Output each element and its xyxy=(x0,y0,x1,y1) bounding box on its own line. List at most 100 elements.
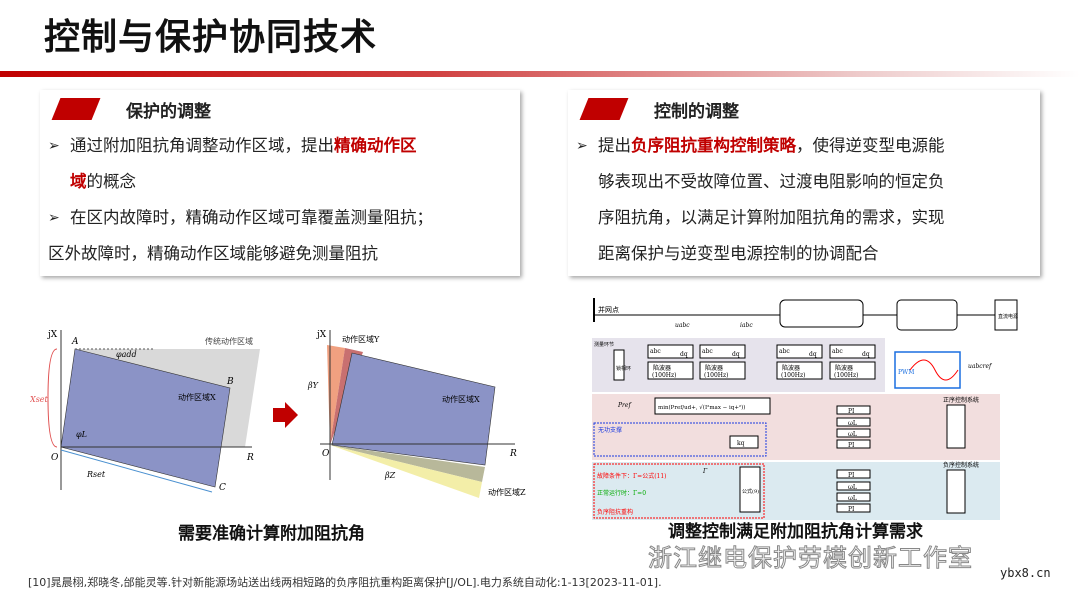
watermark: 浙江继电保护劳模创新工作室 xyxy=(648,544,973,573)
text: 提出 xyxy=(598,136,631,155)
arrow-bullet-icon: ➢ xyxy=(576,138,588,154)
neg-recon-frame xyxy=(593,463,765,519)
label: dq xyxy=(862,351,870,358)
label: O xyxy=(51,453,59,463)
label: PI xyxy=(848,472,855,479)
label: 负序阻抗重构 xyxy=(597,508,633,516)
pi-blocks: PI ωL ωL PI PI ωL ωL PI xyxy=(836,405,871,513)
section-heading: 控制的调整 xyxy=(654,101,739,122)
label: βZ xyxy=(384,471,396,480)
bullet-item: ➢ 在区内故障时，精确动作区域可靠覆盖测量阻抗； 区外故障时，精确动作区域能够避免测… xyxy=(48,200,433,272)
label: uabc xyxy=(675,322,690,329)
label: PI xyxy=(848,506,855,513)
label: φL xyxy=(76,430,87,439)
protection-adjust-card: 保护的调整 ➢ 通过附加阻抗角调整动作区域，提出精确动作区 域的概念 ➢ 在区内故障时… xyxy=(40,90,520,276)
arrow-right-icon xyxy=(273,402,298,428)
label: 陷波器 xyxy=(705,364,723,372)
label: 负序控制系统 xyxy=(943,461,979,469)
label: dq xyxy=(732,351,740,358)
label: 正常运行时：Γ=0 xyxy=(597,489,646,497)
rset-brace xyxy=(60,449,213,493)
label: abc xyxy=(650,348,661,355)
label: dq xyxy=(809,351,817,358)
min-block xyxy=(654,397,771,415)
label: iabc xyxy=(740,322,753,329)
dc-source-block xyxy=(994,299,1018,331)
label: 直流电源 xyxy=(998,313,1018,320)
site-watermark: ybx8.cn xyxy=(1000,566,1051,580)
text: 序阻抗角，以满足计算附加阻抗角的需求，实现 xyxy=(598,208,945,227)
label: (100Hz) xyxy=(781,372,806,379)
text: ，使得逆变型电源能 xyxy=(796,136,945,155)
abc-dq-block xyxy=(946,469,966,514)
label: Pref xyxy=(617,402,632,409)
sine-wave-icon xyxy=(909,359,959,381)
reactive-support-frame xyxy=(593,422,767,457)
highlight: 精确动作区 xyxy=(334,136,417,155)
label: φadd xyxy=(116,350,137,359)
left-figure-caption: 需要准确计算附加阻抗角 xyxy=(178,524,365,544)
gain-block xyxy=(729,435,759,449)
label: PWM xyxy=(898,369,914,376)
section-marker-icon xyxy=(579,98,629,120)
zone-z-inner xyxy=(330,445,485,482)
label: 并网点 xyxy=(598,305,619,314)
right-figure-caption: 调整控制满足附加阻抗角计算需求 xyxy=(668,522,923,542)
zone-x xyxy=(331,352,496,466)
title-divider xyxy=(0,71,1080,77)
section-heading: 保护的调整 xyxy=(126,101,211,122)
positive-seq-band xyxy=(592,394,1000,460)
label: 动作区域Y xyxy=(342,334,380,344)
label: abc xyxy=(832,348,843,355)
xset-brace xyxy=(47,348,58,448)
section-marker-icon xyxy=(51,98,101,120)
label: R xyxy=(246,453,254,463)
label: 陷波器 xyxy=(653,364,671,372)
label: (100Hz) xyxy=(834,372,859,379)
label: R xyxy=(509,449,517,459)
label: (100Hz) xyxy=(704,372,729,379)
negative-seq-band xyxy=(592,462,1000,520)
text: 区外故障时，精确动作区域能够避免测量阻抗 xyxy=(48,244,378,263)
label: 测量环节 xyxy=(594,341,614,348)
label: ωL xyxy=(848,420,857,427)
label: jX xyxy=(316,330,327,340)
label: 无功支撑 xyxy=(598,426,622,434)
highlight: 域 xyxy=(70,172,87,191)
highlight: 负序阻抗重构控制策略 xyxy=(631,136,796,155)
transform-blocks: abc dq 陷波器(100Hz) abc dq 陷波器(100Hz) abc dq … xyxy=(647,344,876,380)
label: 正序控制系统 xyxy=(943,396,979,404)
label: 锁相环 xyxy=(616,365,631,372)
label: abc xyxy=(702,348,713,355)
inverter-block xyxy=(896,299,958,331)
label: 公式(9) xyxy=(742,488,759,495)
label: C xyxy=(219,483,226,493)
arrow-bullet-icon: ➢ xyxy=(48,138,60,154)
action-zone-figure: jX A B C O R φadd φL Xset Rset 传统动作区域 动作… xyxy=(30,330,526,498)
label: 陷波器 xyxy=(835,364,853,372)
zone-x xyxy=(60,348,231,488)
label: Rset xyxy=(86,470,106,479)
label: 动作区域X xyxy=(178,392,216,402)
text: 的概念 xyxy=(86,172,137,191)
label: Xset xyxy=(30,395,49,404)
text: 够表现出不受故障位置、过渡电阻影响的恒定负 xyxy=(598,172,945,191)
page-title: 控制与保护协同技术 xyxy=(44,17,378,58)
reference-footnote: [10]晁晨栩,郑晓冬,邰能灵等.针对新能源场站送出线两相短路的负序阻抗重构距离… xyxy=(28,576,662,589)
control-adjust-card: 控制的调整 ➢ 提出负序阻抗重构控制策略，使得逆变型电源能够表现出不受故障位置、过… xyxy=(568,90,1040,276)
label: B xyxy=(226,377,234,387)
label: uabcref xyxy=(968,363,993,370)
arrow-bullet-icon: ➢ xyxy=(48,210,60,226)
bullet-item: ➢ 通过附加阻抗角调整动作区域，提出精确动作区 域的概念 xyxy=(48,128,433,200)
label: Γ xyxy=(702,468,708,475)
bullet-item: ➢ 提出负序阻抗重构控制策略，使得逆变型电源能够表现出不受故障位置、过渡电阻影响的… xyxy=(576,128,945,272)
text: 在区内故障时，精确动作区域可靠覆盖测量阻抗； xyxy=(70,208,433,227)
label: 陷波器 xyxy=(782,364,800,372)
label: 故障条件下：Γ=公式(11) xyxy=(597,472,667,480)
zone-y xyxy=(327,345,345,445)
label: dq xyxy=(680,351,688,358)
control-block-diagram: 并网点 uabc iabc 直流电源 PWM uabcref 锁相环 测量环节 … xyxy=(592,298,1018,520)
label: jX xyxy=(47,330,58,340)
pll-block xyxy=(613,349,625,381)
traditional-zone xyxy=(75,349,260,447)
